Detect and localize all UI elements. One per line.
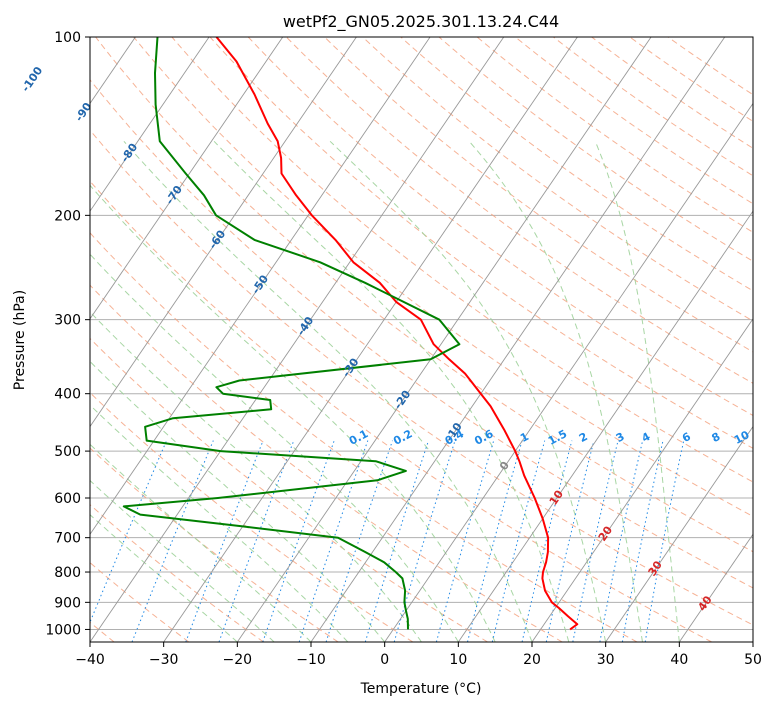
plot-frame bbox=[89, 36, 754, 643]
moist-adiabat bbox=[90, 253, 459, 642]
mixing-ratio-line bbox=[90, 440, 168, 624]
dry-adiabat bbox=[247, 37, 753, 417]
mixing-ratio-label: 10 bbox=[732, 428, 752, 447]
x-tick-label: 0 bbox=[380, 652, 389, 668]
moist-adiabat bbox=[90, 311, 422, 642]
mixing-ratio-line bbox=[491, 440, 546, 642]
dry-adiabat bbox=[90, 232, 638, 642]
x-tick-label: −30 bbox=[149, 652, 179, 668]
pressure-gridlines bbox=[90, 37, 753, 630]
isotherm-line bbox=[310, 37, 726, 642]
isotherm-line bbox=[90, 37, 284, 320]
skewed-isotherms bbox=[90, 37, 753, 642]
y-axis-ticks: 1000 900 800 700 600 500 400 300 200 100 bbox=[45, 30, 90, 638]
isotherm-line bbox=[531, 318, 753, 642]
isotherm-line bbox=[90, 37, 210, 212]
x-tick-label: 10 bbox=[449, 652, 467, 668]
x-axis-label: Temperature (°C) bbox=[360, 681, 482, 697]
isotherm-line bbox=[90, 37, 357, 428]
x-tick-label: 20 bbox=[523, 652, 541, 668]
mixing-ratio-line bbox=[325, 440, 393, 642]
isotherm-line bbox=[90, 37, 431, 536]
dry-adiabat bbox=[90, 180, 712, 642]
y-tick-label: 800 bbox=[54, 565, 81, 581]
moist-adiabat bbox=[123, 140, 533, 642]
mixing-ratio-line bbox=[572, 440, 619, 642]
moist-adiabat bbox=[594, 141, 680, 642]
dry-adiabat bbox=[362, 37, 753, 322]
mixing-ratio-line bbox=[393, 440, 456, 642]
mixing-ratio-line bbox=[364, 440, 429, 642]
plot-area-background bbox=[90, 37, 753, 642]
isotherm-line bbox=[678, 533, 753, 642]
dewpoint-profile-line bbox=[122, 37, 461, 630]
profile-series bbox=[122, 37, 579, 631]
mixing-ratio-line bbox=[467, 440, 523, 642]
isotherm-line bbox=[457, 210, 753, 642]
dry-adiabat bbox=[209, 37, 753, 449]
moist-adiabat bbox=[90, 404, 349, 642]
y-tick-label: 1000 bbox=[45, 622, 81, 638]
y-tick-label: 100 bbox=[54, 30, 81, 46]
dry-adiabat bbox=[90, 503, 264, 642]
isotherm-line bbox=[163, 37, 578, 642]
moist-adiabat bbox=[329, 140, 607, 642]
mixing-ratio-line bbox=[545, 440, 595, 642]
y-tick-label: 200 bbox=[54, 208, 81, 224]
mixing-ratio-line bbox=[521, 440, 573, 642]
x-tick-label: −20 bbox=[223, 652, 253, 668]
dry-adiabat bbox=[90, 337, 488, 642]
isotherm-line bbox=[236, 37, 652, 642]
x-tick-label: 30 bbox=[597, 652, 615, 668]
mixing-ratio-lines bbox=[90, 440, 685, 642]
x-axis-ticks: −40 −30 −20 −10 0 10 20 30 40 50 bbox=[75, 642, 762, 668]
y-tick-label: 500 bbox=[54, 444, 81, 460]
y-tick-label: 400 bbox=[54, 387, 81, 403]
dry-adiabat bbox=[90, 129, 753, 626]
dry-adiabat bbox=[285, 37, 753, 384]
x-tick-label: −40 bbox=[75, 652, 105, 668]
isotherm-line bbox=[90, 37, 505, 642]
dry-adiabat bbox=[438, 37, 753, 262]
moist-adiabats bbox=[90, 140, 680, 642]
dry-adiabat bbox=[90, 284, 563, 642]
temperature-profile-line bbox=[215, 37, 579, 631]
moist-adiabat bbox=[213, 140, 570, 642]
moist-adiabat bbox=[90, 184, 496, 642]
dry-adiabat bbox=[400, 37, 753, 292]
chart-title: wetPf2_GN05.2025.301.13.24.C44 bbox=[283, 12, 559, 32]
isotherm-line bbox=[384, 102, 753, 642]
dry-adiabat bbox=[133, 37, 753, 517]
isotherm-line bbox=[605, 425, 753, 642]
y-axis-label: Pressure (hPa) bbox=[12, 290, 28, 390]
y-tick-label: 300 bbox=[54, 313, 81, 329]
dry-adiabat bbox=[95, 37, 753, 553]
mixing-ratio-line bbox=[599, 440, 644, 642]
y-tick-label: 700 bbox=[54, 531, 81, 547]
dry-adiabat bbox=[476, 37, 753, 233]
mixing-ratio-line bbox=[131, 440, 214, 642]
mixing-ratio-line bbox=[435, 440, 495, 642]
y-tick-label: 900 bbox=[54, 595, 81, 611]
moist-adiabat bbox=[90, 360, 386, 642]
mixing-ratio-line bbox=[621, 440, 664, 642]
x-tick-label: −10 bbox=[296, 652, 326, 668]
x-tick-label: 40 bbox=[670, 652, 688, 668]
y-tick-label: 600 bbox=[54, 491, 81, 507]
x-tick-label: 50 bbox=[744, 652, 762, 668]
moist-adiabat bbox=[468, 140, 643, 642]
